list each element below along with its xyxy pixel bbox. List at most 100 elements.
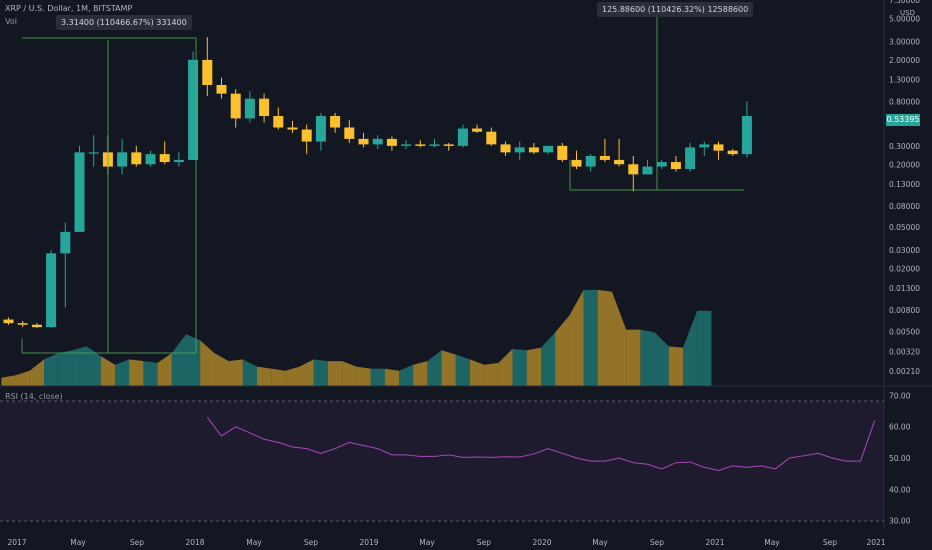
price-tick-label: 0.13000 — [889, 180, 920, 189]
time-tick-label: May — [419, 538, 435, 547]
currency-label: USD — [900, 9, 915, 17]
candle-body — [330, 116, 341, 128]
volume-segment — [1, 375, 16, 386]
volume-segment — [115, 359, 130, 386]
volume-segment — [44, 353, 59, 386]
volume-segment — [100, 356, 115, 386]
candle-body — [315, 116, 326, 142]
last-price-badge: 0.53395 — [886, 114, 920, 126]
volume-segment — [640, 329, 655, 386]
candle-body — [17, 323, 28, 325]
volume-segment — [58, 350, 73, 386]
price-tick-label: 0.03000 — [889, 246, 920, 255]
price-tick-label: 0.30000 — [889, 142, 920, 151]
volume-label: Vol — [5, 17, 17, 26]
candle-body — [230, 93, 241, 119]
candle-body — [472, 128, 483, 132]
volume-segment — [285, 366, 300, 386]
candle-body — [642, 166, 653, 175]
candle-body — [159, 154, 170, 163]
volume-segment — [512, 348, 527, 386]
volume-segment — [356, 366, 371, 386]
rsi-tick-label: 60.00 — [889, 423, 911, 432]
price-tick-label: 1.30000 — [889, 75, 920, 84]
candle-body — [74, 152, 85, 232]
volume-segment — [569, 289, 584, 386]
candle-body — [699, 144, 710, 148]
volume-segment — [257, 366, 272, 386]
volume-segment — [342, 361, 357, 386]
volume-segment — [72, 346, 87, 386]
candle-body — [3, 319, 14, 324]
candle-body — [415, 144, 426, 146]
volume-segment — [654, 332, 669, 386]
candle-body — [287, 127, 298, 130]
price-tick-label: 0.05000 — [889, 223, 920, 232]
candle-body — [457, 128, 468, 146]
time-tick-label: May — [592, 538, 608, 547]
volume-segment — [143, 361, 158, 386]
candle-body — [741, 116, 752, 155]
candle-body — [244, 98, 255, 119]
candle-body — [401, 144, 412, 146]
volume-area — [1, 289, 712, 386]
candle-body — [585, 155, 596, 167]
time-tick-label: May — [246, 538, 262, 547]
candle-body — [60, 231, 71, 254]
volume-segment — [186, 334, 201, 386]
chart-title: XRP / U.S. Dollar, 1M, BITSTAMP — [5, 4, 133, 13]
time-tick-label: May — [70, 538, 86, 547]
candle-body — [88, 152, 99, 154]
candle-body — [670, 162, 681, 170]
volume-segment — [583, 289, 598, 386]
price-tick-label: 2.00000 — [889, 56, 920, 65]
price-tick-label: 0.02000 — [889, 265, 920, 274]
candle-body — [614, 159, 625, 165]
time-tick-label: Sep — [130, 538, 144, 547]
time-tick-label: Sep — [823, 538, 837, 547]
rsi-background — [0, 401, 884, 521]
volume-segment — [597, 289, 612, 386]
time-tick-label: 2019 — [359, 538, 378, 547]
volume-segment — [228, 359, 243, 386]
price-tick-label: 0.00320 — [889, 348, 920, 357]
price-tick-label: 0.01300 — [889, 284, 920, 293]
candle-body — [543, 145, 554, 153]
candle-body — [443, 144, 454, 146]
volume-segment — [157, 353, 172, 386]
volume-segment — [484, 362, 499, 386]
time-tick-label: Sep — [304, 538, 318, 547]
rsi-tick-label: 30.00 — [889, 517, 911, 526]
volume-segment — [413, 361, 428, 386]
volume-segment — [555, 315, 570, 386]
rsi-label: RSI (14, close) — [5, 392, 63, 401]
volume-segment — [370, 368, 385, 386]
price-tick-label: 7.50000 — [889, 0, 920, 5]
volume-segment — [29, 359, 44, 386]
candle-body — [202, 59, 213, 85]
candle-body — [713, 144, 724, 151]
candle-body — [386, 138, 397, 146]
candle-body — [173, 159, 184, 163]
candle-body — [557, 145, 568, 160]
candle-body — [46, 253, 57, 328]
price-tick-label: 0.00500 — [889, 327, 920, 336]
price-tick-label: 0.00800 — [889, 306, 920, 315]
volume-segment — [541, 332, 556, 386]
rsi-tick-label: 40.00 — [889, 485, 911, 494]
candle-body — [273, 116, 284, 128]
candle-body — [571, 159, 582, 167]
axis-labels: 7.50000 5.00000 3.00000 2.00000 1.30000 0.800… — [7, 0, 920, 547]
candle-body — [599, 155, 610, 160]
time-tick-label: Sep — [477, 538, 491, 547]
volume-segment — [612, 291, 627, 386]
volume-segment — [129, 359, 144, 386]
time-tick-label: 2018 — [185, 538, 204, 547]
candle-body — [216, 84, 227, 94]
price-tick-label: 0.08000 — [889, 202, 920, 211]
time-tick-label: 2020 — [532, 538, 551, 547]
price-tick-label: 0.20000 — [889, 160, 920, 169]
volume-segment — [455, 354, 470, 386]
volume-segment — [171, 334, 186, 386]
candle-body — [429, 144, 440, 146]
